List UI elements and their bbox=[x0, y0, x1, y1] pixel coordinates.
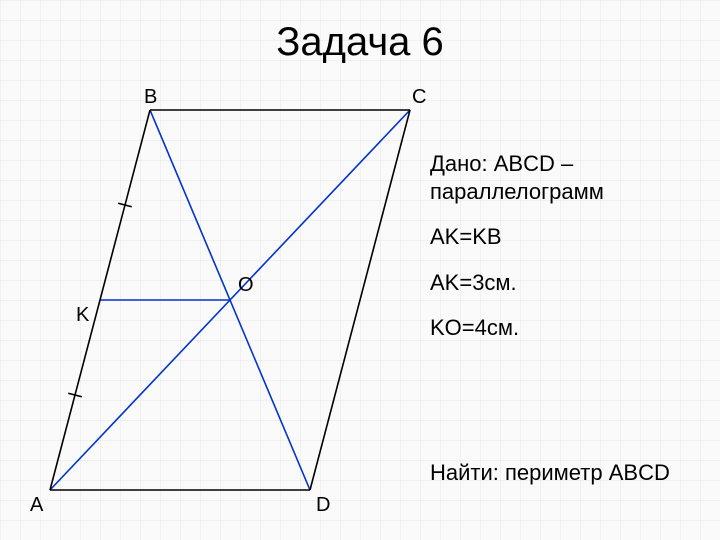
vertex-label-C: C bbox=[412, 86, 426, 109]
vertex-label-K: K bbox=[76, 304, 89, 327]
given-line-1: Дано: ABCD – параллелограмм bbox=[430, 150, 710, 205]
geometry-diagram: ABCDKO bbox=[30, 90, 430, 510]
vertex-label-O: O bbox=[238, 274, 254, 297]
vertex-label-A: A bbox=[30, 494, 43, 517]
vertex-label-B: B bbox=[144, 86, 157, 109]
find-line: Найти: периметр ABCD bbox=[430, 460, 670, 486]
given-line-3: AK=3см. bbox=[430, 269, 710, 297]
diagram-svg bbox=[30, 90, 430, 510]
page-title: Задача 6 bbox=[0, 20, 720, 65]
vertex-label-D: D bbox=[316, 494, 330, 517]
given-line-4: KO=4см. bbox=[430, 314, 710, 342]
given-line-2: AK=KB bbox=[430, 223, 710, 251]
given-block: Дано: ABCD – параллелограмм AK=KB AK=3см… bbox=[430, 150, 710, 360]
